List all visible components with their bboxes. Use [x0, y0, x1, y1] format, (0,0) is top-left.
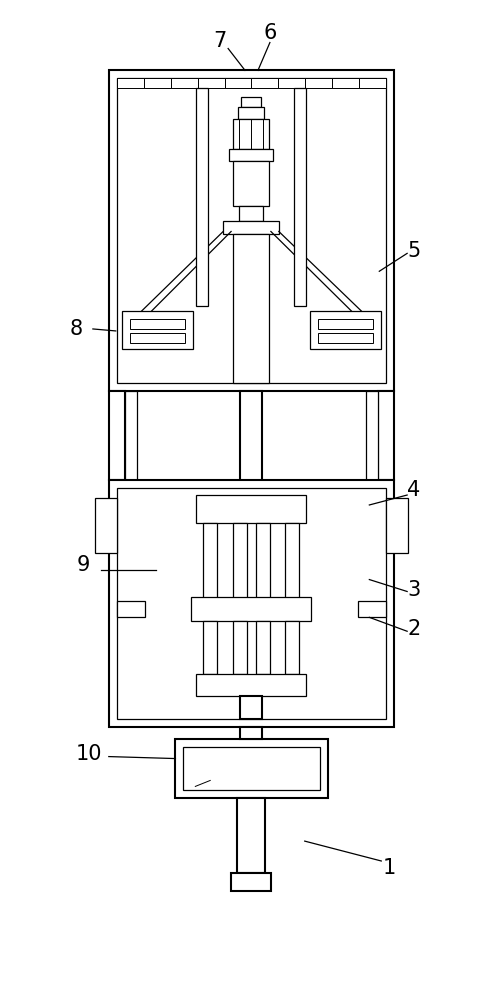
Bar — [233, 161, 269, 206]
Text: 6: 6 — [263, 23, 277, 43]
Bar — [125, 391, 137, 480]
Bar — [285, 621, 299, 674]
Bar — [231, 873, 271, 891]
Bar — [359, 601, 386, 617]
Bar — [285, 523, 299, 599]
Bar — [122, 311, 193, 349]
Bar — [171, 78, 198, 88]
Text: 10: 10 — [75, 744, 102, 764]
Text: 8: 8 — [69, 319, 82, 339]
Bar — [130, 319, 186, 329]
Bar — [256, 621, 270, 674]
Bar — [233, 523, 247, 599]
Bar — [191, 597, 311, 621]
Bar — [203, 523, 217, 599]
Bar — [229, 149, 273, 161]
Bar — [238, 107, 264, 119]
Bar — [305, 78, 332, 88]
Bar — [378, 391, 394, 480]
Bar — [359, 78, 386, 88]
Bar — [240, 727, 262, 739]
Bar — [233, 621, 247, 674]
Bar — [366, 391, 378, 480]
Bar — [198, 78, 224, 88]
Text: 7: 7 — [214, 31, 227, 51]
Bar — [196, 88, 208, 306]
Bar — [176, 739, 327, 798]
Text: 1: 1 — [383, 858, 396, 878]
Bar — [233, 234, 269, 383]
Bar — [237, 798, 265, 873]
Text: 9: 9 — [76, 555, 90, 575]
Bar — [241, 97, 261, 107]
Bar — [117, 78, 386, 383]
Bar — [252, 78, 279, 88]
Bar — [203, 621, 217, 674]
Bar — [184, 747, 319, 790]
Bar — [117, 78, 144, 88]
Bar — [144, 78, 171, 88]
Bar — [117, 488, 386, 719]
Bar — [240, 696, 262, 719]
Text: 3: 3 — [407, 580, 421, 600]
Text: 2: 2 — [407, 619, 421, 639]
Bar — [109, 391, 125, 480]
Bar — [279, 78, 305, 88]
Bar — [196, 674, 306, 696]
Bar — [332, 78, 359, 88]
Bar — [386, 498, 408, 553]
Bar — [224, 78, 252, 88]
Bar — [317, 319, 373, 329]
Text: 5: 5 — [407, 241, 421, 261]
Bar — [239, 206, 263, 221]
Bar — [240, 391, 262, 510]
Bar — [109, 70, 394, 391]
Bar — [223, 221, 279, 234]
Bar — [294, 88, 306, 306]
Bar — [317, 333, 373, 343]
Bar — [95, 498, 117, 553]
Bar — [233, 119, 269, 149]
Bar — [117, 601, 144, 617]
Bar — [109, 480, 394, 727]
Bar — [256, 523, 270, 599]
Bar — [130, 333, 186, 343]
Text: 4: 4 — [407, 480, 421, 500]
Bar — [196, 495, 306, 523]
Bar — [310, 311, 381, 349]
